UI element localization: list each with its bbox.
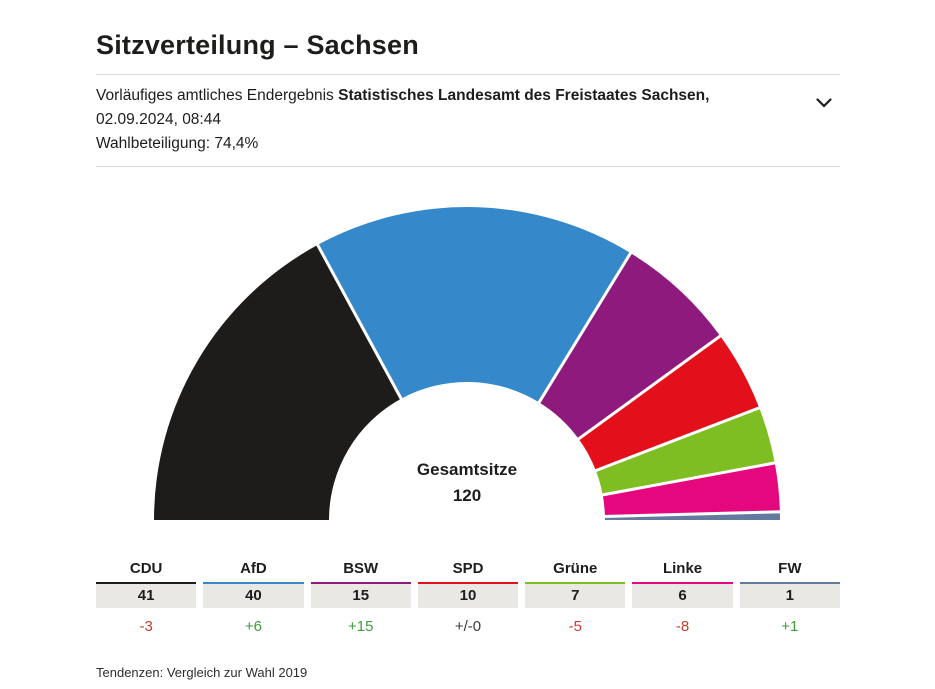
- party-column: CDU 41 -3: [96, 560, 197, 635]
- party-column: SPD 10 +/-0: [417, 560, 519, 635]
- party-name: SPD: [452, 560, 484, 577]
- source-info: Vorläufiges amtliches Endergebnis Statis…: [96, 75, 840, 166]
- chart-segment-afd[interactable]: [317, 206, 631, 403]
- party-trend: +1: [781, 618, 799, 635]
- segment-separator: [602, 510, 783, 518]
- seat-arc-chart: Gesamtsitze 120: [154, 206, 783, 520]
- source-datetime: 02.09.2024, 08:44: [96, 111, 221, 128]
- party-name: CDU: [129, 560, 163, 577]
- party-name: AfD: [240, 560, 267, 577]
- page-title: Sitzverteilung – Sachsen: [96, 30, 419, 60]
- party-results-table: CDU 41 -3 AfD 40 +6 BSW 15 +15 SPD 10 +/…: [96, 560, 840, 635]
- segment-separator: [593, 405, 763, 473]
- party-column: AfD 40 +6: [203, 560, 304, 635]
- chart-segment-grüne[interactable]: [595, 407, 775, 495]
- party-seats: 41: [96, 582, 197, 608]
- party-column: FW 1 +1: [739, 560, 840, 635]
- chart-segment-linke[interactable]: [602, 462, 780, 517]
- segment-separator: [600, 460, 778, 497]
- party-column: BSW 15 +15: [310, 560, 411, 635]
- total-seats-label: Gesamtsitze: [417, 460, 517, 479]
- chart-segment-spd[interactable]: [578, 336, 760, 471]
- party-trend: -5: [568, 618, 582, 635]
- party-name: BSW: [343, 560, 379, 577]
- party-column: Linke 6 -8: [632, 560, 733, 635]
- party-seats: 10: [417, 582, 519, 608]
- result-status-text: Vorläufiges amtliches Endergebnis: [96, 87, 339, 104]
- seat-chart-container: Gesamtsitze 120: [96, 180, 840, 528]
- party-column: Grüne 7 -5: [525, 560, 626, 635]
- party-trend: +15: [347, 618, 374, 635]
- chart-segment-cdu[interactable]: [154, 244, 402, 520]
- party-seats: 40: [203, 582, 304, 608]
- party-trend: +6: [244, 618, 262, 635]
- source-expand-button[interactable]: [810, 89, 838, 117]
- segment-separator: [314, 241, 404, 402]
- party-name: Grüne: [553, 560, 598, 577]
- chevron-down-icon: [816, 98, 832, 108]
- divider-bottom: [96, 166, 840, 167]
- party-name: FW: [778, 560, 802, 577]
- party-name: Linke: [662, 560, 703, 577]
- party-seats: 15: [310, 582, 411, 608]
- party-trend: +/-0: [454, 618, 482, 635]
- segment-separator: [536, 249, 634, 405]
- source-name: Statistisches Landesamt des Freistaates …: [338, 87, 710, 104]
- chart-segment-bsw[interactable]: [539, 253, 721, 439]
- trend-footnote: Tendenzen: Vergleich zur Wahl 2019: [96, 665, 308, 680]
- segment-separator: [576, 333, 724, 442]
- party-seats: 7: [525, 582, 626, 608]
- party-trend: -8: [675, 618, 690, 635]
- party-seats: 6: [632, 582, 733, 608]
- party-seats: 1: [739, 582, 840, 608]
- seat-distribution-widget: Sitzverteilung – Sachsen Vorläufiges amt…: [96, 0, 840, 680]
- total-seats-value: 120: [453, 486, 481, 505]
- party-trend: -3: [139, 618, 153, 635]
- divider-top: [96, 74, 840, 75]
- turnout-text: Wahlbeteiligung: 74,4%: [96, 135, 259, 152]
